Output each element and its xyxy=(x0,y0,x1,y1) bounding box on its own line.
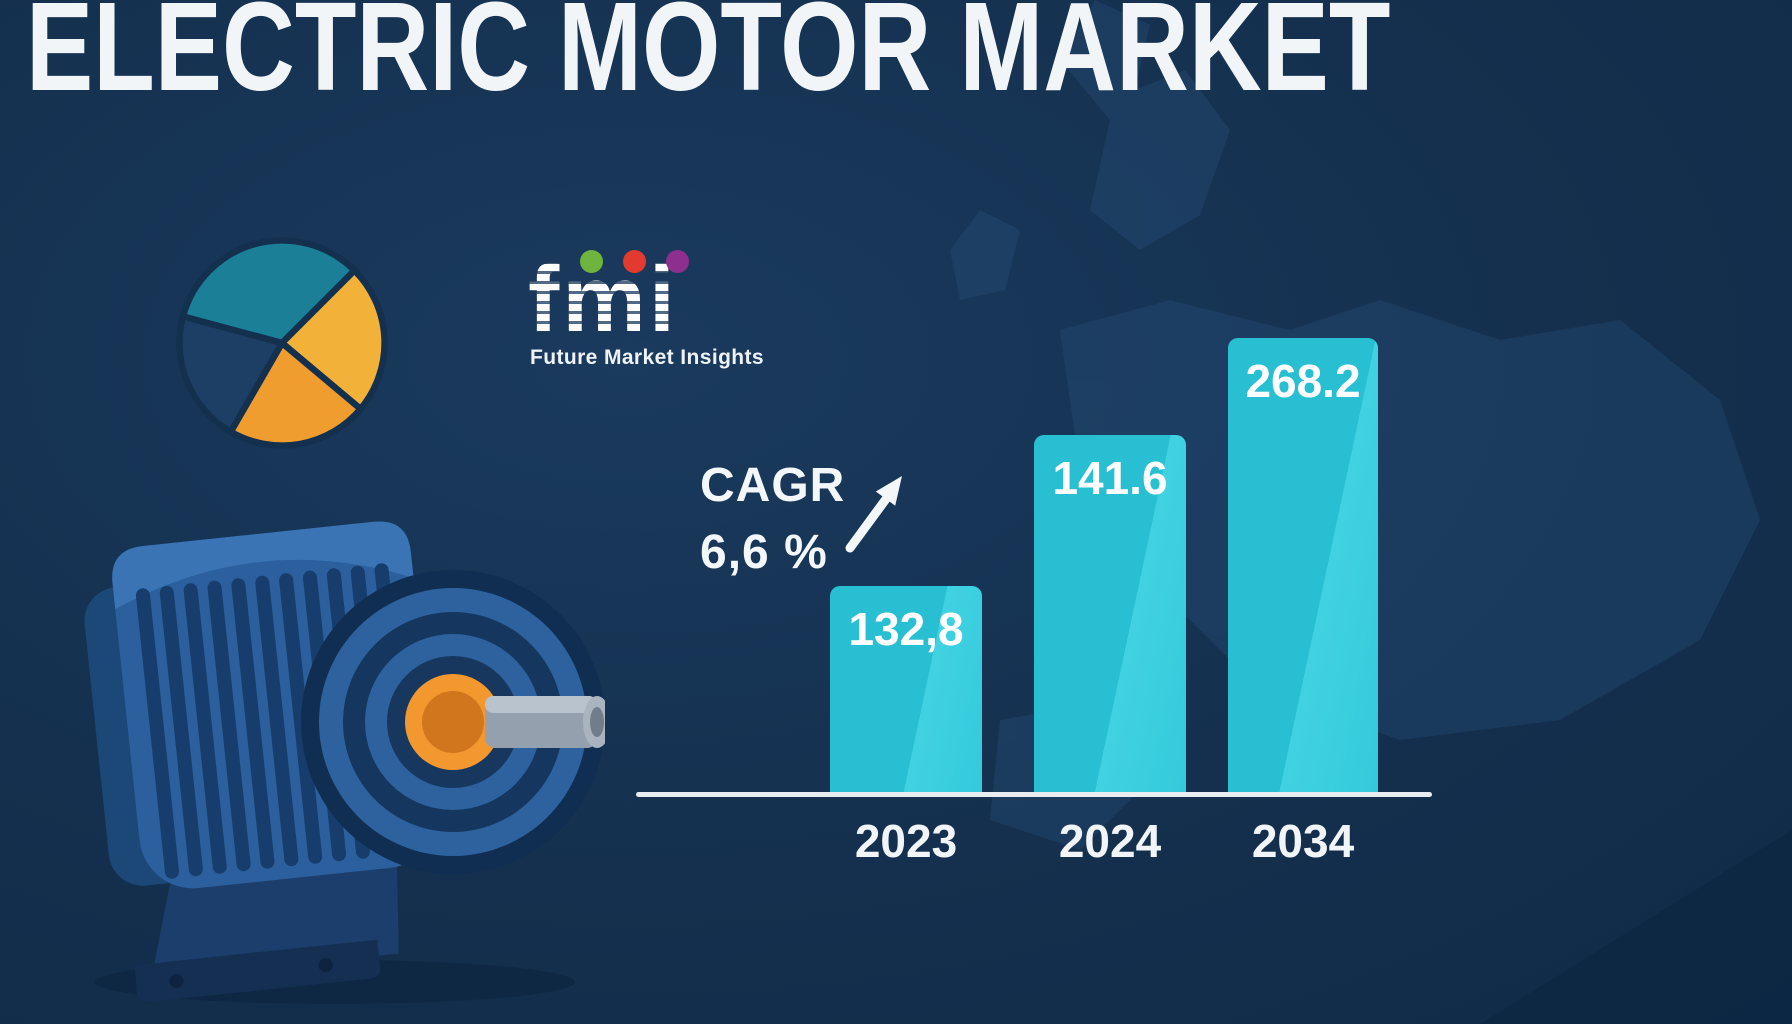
bar-value-label: 268.2 xyxy=(1245,355,1361,407)
map-landmass-island xyxy=(950,210,1020,300)
pie-chart-illustration xyxy=(163,224,401,462)
pie-slice-orange xyxy=(227,339,364,449)
cagr-value: 6,6 % xyxy=(700,526,828,579)
pie-slice-navy xyxy=(176,313,286,435)
fmi-logo: fmi Future Market Insights xyxy=(528,240,788,390)
page-title: ELECTRIC MOTOR MARKET xyxy=(26,0,1391,117)
growth-arrow-icon xyxy=(845,476,902,553)
map-shadow-corner xyxy=(1480,830,1792,1024)
logo-dot-purple-icon xyxy=(666,250,689,273)
cagr-label: CAGR xyxy=(700,459,846,512)
bar-2034: 268.2 xyxy=(1228,338,1378,792)
pie-slice-yellow xyxy=(278,267,388,413)
logo-subtitle: Future Market Insights xyxy=(530,346,764,369)
axis-label-2024: 2024 xyxy=(1058,815,1162,867)
motor-front-face xyxy=(301,570,605,874)
axis-label-2034: 2034 xyxy=(1251,815,1355,867)
logo-dots xyxy=(580,250,689,273)
bar-value-label: 132,8 xyxy=(848,603,964,655)
electric-motor-illustration xyxy=(45,470,611,1010)
axis-label-2023: 2023 xyxy=(854,815,958,867)
cagr-annotation: CAGR 6,6 % xyxy=(700,458,902,580)
bar-2024: 141.6 xyxy=(1034,435,1186,792)
bar-2023: 132,8 xyxy=(830,586,982,792)
logo-dot-green-icon xyxy=(580,250,603,273)
motor-shaft xyxy=(485,696,611,748)
logo-dot-red-icon xyxy=(623,250,646,273)
pie-slice-teal xyxy=(179,237,358,347)
x-axis-line xyxy=(636,792,1432,797)
bar-value-label: 141.6 xyxy=(1052,452,1168,504)
map-landmass-north xyxy=(1060,0,1230,250)
